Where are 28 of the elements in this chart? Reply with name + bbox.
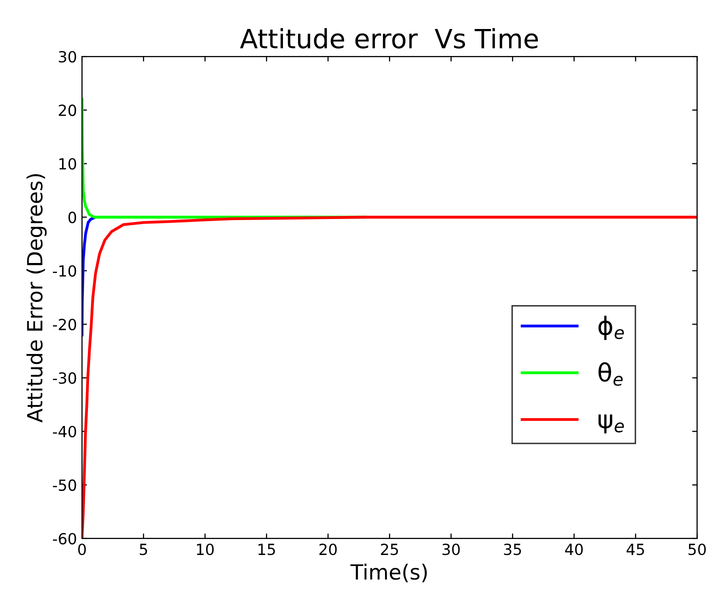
- y-tick-label: 10: [59, 158, 76, 170]
- x-tick-label: 35: [504, 544, 521, 556]
- x-tick-label: 50: [688, 544, 706, 556]
- y-tick-label: -60: [52, 532, 76, 544]
- x-tick-label: 30: [442, 544, 460, 556]
- x-tick-label: 40: [565, 544, 583, 556]
- x-tick-label: 45: [626, 544, 644, 556]
- legend-label: ψ$_{e}$: [598, 414, 624, 434]
- chart-title: Attitude error Vs Time: [240, 28, 538, 49]
- y-tick-label: 0: [68, 212, 76, 224]
- x-tick-label: 5: [140, 544, 148, 556]
- x-axis-title: Time(s): [350, 564, 427, 582]
- y-tick-label: -30: [52, 372, 76, 384]
- y-tick-label: -50: [52, 479, 76, 491]
- y-tick-label: -40: [52, 426, 76, 438]
- y-tick-label: -10: [52, 265, 76, 277]
- x-tick-label: 20: [319, 544, 337, 556]
- x-tick-label: 0: [78, 544, 86, 556]
- x-tick-label: 15: [258, 544, 275, 556]
- legend-label: ϕ$_{e}$: [598, 316, 624, 340]
- y-tick-label: 20: [58, 104, 76, 116]
- y-axis-title: Attitude Error (Degrees): [26, 174, 47, 423]
- x-tick-label: 10: [196, 544, 214, 556]
- x-tick-label: 25: [380, 544, 398, 556]
- y-tick-label: 30: [58, 50, 76, 63]
- legend-label: θ$_{e}$: [598, 362, 623, 386]
- y-tick-label: -20: [52, 318, 76, 330]
- line-series: [82, 216, 96, 336]
